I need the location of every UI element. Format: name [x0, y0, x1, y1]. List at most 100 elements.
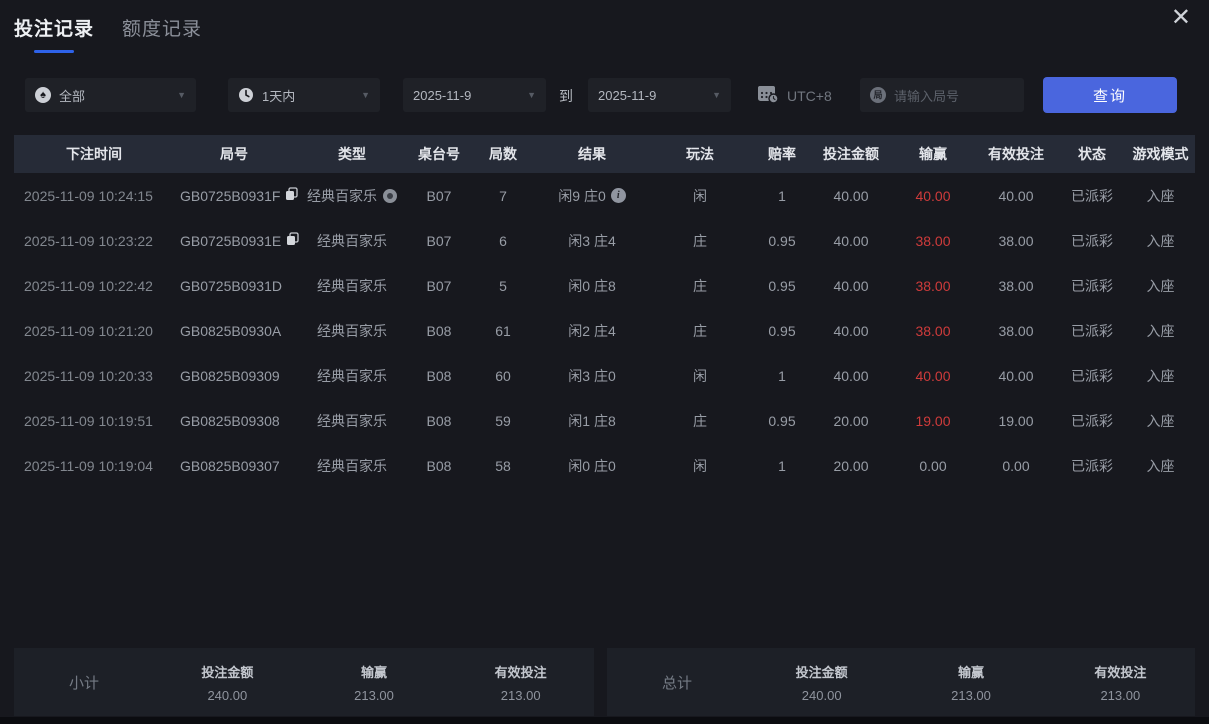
summary-bar: 小计 投注金额 240.00 输赢 213.00 有效投注 213.00 总计 … [14, 648, 1195, 716]
video-icon[interactable] [383, 188, 397, 203]
col-header-win-loss: 输赢 [919, 146, 947, 162]
window-bottom-edge [0, 717, 1209, 724]
result-text: 闲1 庄8 [568, 412, 616, 429]
cell-table-no: B07 [426, 232, 452, 249]
cell-status: 已派彩 [1071, 232, 1113, 249]
cell-round-no: 5 [499, 277, 507, 294]
cell-odds: 1 [778, 187, 786, 204]
bet-records-table: 下注时间 局号 类型 桌台号 局数 结果 玩法 赔率 投注金额 输赢 有效投注 … [14, 135, 1195, 488]
cell-play: 庄 [693, 232, 707, 249]
cell-valid-bet: 38.00 [998, 277, 1034, 294]
cell-status: 已派彩 [1071, 412, 1113, 429]
col-header-play: 玩法 [686, 146, 714, 162]
table-row: 2025-11-09 10:23:22 GB0725B0931E 经典百家乐 B… [14, 218, 1195, 263]
cell-status: 已派彩 [1071, 187, 1113, 204]
table-row: 2025-11-09 10:19:51 GB0825B09308 经典百家乐 B… [14, 398, 1195, 443]
cell-odds: 1 [778, 457, 786, 474]
game-type-text: 经典百家乐 [317, 367, 387, 384]
cell-win-loss: 19.00 [915, 412, 951, 429]
cell-win-loss: 40.00 [915, 367, 951, 384]
subtotal-bet-amount: 投注金额 240.00 [201, 664, 254, 703]
cell-bet-amount: 40.00 [833, 277, 869, 294]
cell-table-no: B08 [426, 412, 452, 429]
copy-icon[interactable] [286, 232, 299, 249]
date-to-picker[interactable]: 2025-11-9 ▼ [588, 78, 731, 112]
cell-round-id: GB0725B0931F [174, 187, 299, 204]
cell-table-no: B07 [426, 187, 452, 204]
cell-bet-amount: 20.00 [833, 412, 869, 429]
clock-icon [238, 87, 254, 103]
col-header-game-mode: 游戏模式 [1132, 146, 1189, 162]
table-header-row: 下注时间 局号 类型 桌台号 局数 结果 玩法 赔率 投注金额 输赢 有效投注 … [14, 135, 1195, 173]
cell-win-loss: 0.00 [919, 457, 947, 474]
date-to-label: 到 [559, 88, 573, 104]
cell-round-no: 6 [499, 232, 507, 249]
chevron-down-icon: ▼ [361, 90, 370, 100]
table-row: 2025-11-09 10:19:04 GB0825B09307 经典百家乐 B… [14, 443, 1195, 488]
cell-round-no: 59 [495, 412, 511, 429]
table-row: 2025-11-09 10:24:15 GB0725B0931F 经典百家乐 B… [14, 173, 1195, 218]
cell-bet-amount: 40.00 [833, 322, 869, 339]
cell-round-id: GB0825B0930A [174, 323, 294, 339]
tab-quota-records[interactable]: 额度记录 [122, 19, 203, 40]
result-text: 闲0 庄8 [568, 277, 616, 294]
time-range-dropdown[interactable]: 1天内 ▼ [228, 78, 380, 112]
col-header-bet-time: 下注时间 [66, 146, 122, 162]
close-icon[interactable]: ✕ [1170, 4, 1191, 31]
bet-type-dropdown[interactable]: ♠ 全部 ▼ [25, 78, 196, 112]
round-number-icon: 局 [870, 87, 886, 103]
cell-bet-time: 2025-11-09 10:22:42 [24, 277, 153, 294]
col-header-round-no: 局数 [489, 146, 517, 162]
tab-bet-records[interactable]: 投注记录 [14, 14, 94, 53]
cell-odds: 0.95 [768, 322, 796, 339]
cell-win-loss: 38.00 [915, 322, 951, 339]
cell-table-no: B08 [426, 457, 452, 474]
round-number-input[interactable]: 局 请输入局号 [860, 78, 1024, 112]
chevron-down-icon: ▼ [527, 90, 536, 100]
cell-game-mode: 入座 [1146, 322, 1175, 339]
cell-game-mode: 入座 [1146, 187, 1175, 204]
query-button[interactable]: 查询 [1043, 77, 1177, 113]
cell-odds: 1 [778, 367, 786, 384]
cell-game-mode: 入座 [1146, 277, 1175, 294]
cell-round-id: GB0825B09307 [174, 458, 294, 474]
round-id-text: GB0825B09308 [180, 412, 280, 429]
table-row: 2025-11-09 10:22:42 GB0725B0931D 经典百家乐 B… [14, 263, 1195, 308]
cell-game-type: 经典百家乐 [294, 366, 410, 386]
cell-bet-time: 2025-11-09 10:19:51 [24, 412, 153, 429]
cell-bet-time: 2025-11-09 10:21:20 [24, 322, 153, 339]
tab-bar: 投注记录 额度记录 [14, 14, 202, 53]
table-row: 2025-11-09 10:20:33 GB0825B09309 经典百家乐 B… [14, 353, 1195, 398]
date-from-picker[interactable]: 2025-11-9 ▼ [403, 78, 546, 112]
copy-icon[interactable] [285, 187, 299, 204]
chevron-down-icon: ▼ [712, 90, 721, 100]
filter-bar: ♠ 全部 ▼ 1天内 ▼ 2025-11-9 ▼ 到 2025-11-9 ▼ [0, 77, 1209, 114]
cell-result: 闲1 庄8 i [538, 411, 646, 431]
cell-valid-bet: 38.00 [998, 232, 1034, 249]
chevron-down-icon: ▼ [177, 90, 186, 100]
subtotal-panel: 小计 投注金额 240.00 输赢 213.00 有效投注 213.00 [14, 648, 594, 716]
col-header-valid-bet: 有效投注 [988, 146, 1044, 162]
cell-valid-bet: 19.00 [998, 412, 1034, 429]
cell-round-no: 61 [495, 322, 511, 339]
cell-valid-bet: 40.00 [998, 367, 1034, 384]
cell-play: 庄 [693, 322, 707, 339]
cell-round-id: GB0825B09308 [174, 413, 294, 429]
cell-valid-bet: 40.00 [998, 187, 1034, 204]
cell-round-no: 60 [495, 367, 511, 384]
cell-game-type: 经典百家乐 [294, 321, 410, 341]
cell-odds: 0.95 [768, 232, 796, 249]
round-id-text: GB0825B09307 [180, 457, 280, 474]
cell-bet-time: 2025-11-09 10:19:04 [24, 457, 153, 474]
subtotal-label: 小计 [68, 674, 99, 692]
subtotal-win-loss: 输赢 213.00 [354, 664, 394, 703]
info-icon[interactable]: i [610, 188, 626, 203]
result-text: 闲0 庄0 [568, 457, 616, 474]
round-id-text: GB0725B0931F [180, 187, 281, 204]
cell-game-type: 经典百家乐 [294, 411, 410, 431]
cell-game-mode: 入座 [1146, 232, 1175, 249]
result-text: 闲3 庄0 [568, 367, 616, 384]
cell-bet-amount: 40.00 [833, 232, 869, 249]
calendar-clock-icon [757, 84, 779, 107]
game-type-text: 经典百家乐 [317, 232, 387, 249]
